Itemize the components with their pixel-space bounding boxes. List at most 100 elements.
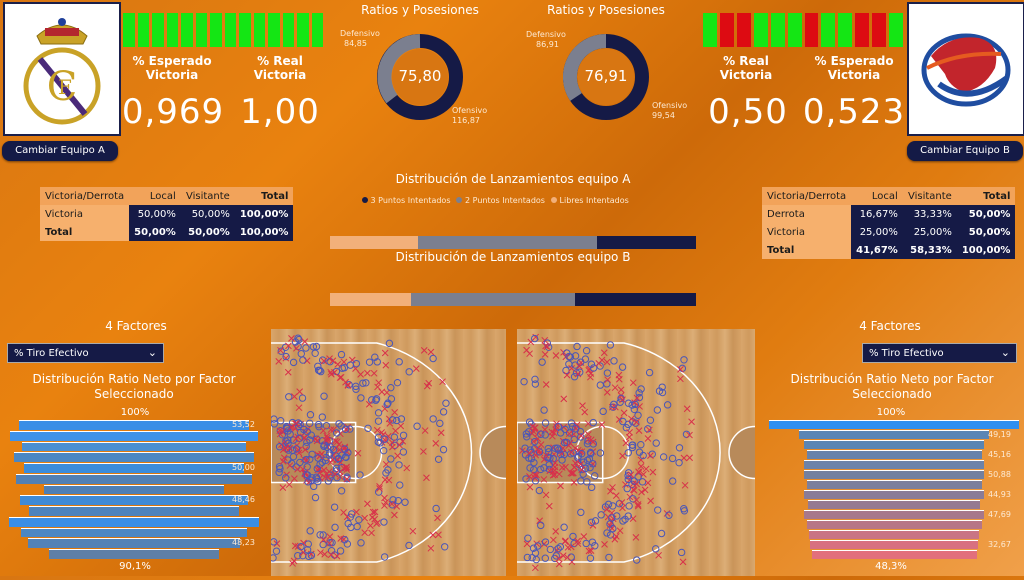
- matrix-row-label: Victoria: [762, 223, 852, 241]
- factor-bar[interactable]: [24, 463, 244, 473]
- shot-marker-missed: [381, 349, 389, 357]
- shot-segment[interactable]: [330, 236, 418, 249]
- shot-marker-made: [573, 342, 581, 351]
- factor-bar[interactable]: [804, 470, 984, 479]
- matrix-b-header[interactable]: Visitante: [902, 187, 957, 205]
- shot-marker-missed: [291, 475, 298, 482]
- shot-marker-made: [570, 372, 579, 381]
- shot-marker-made: [577, 433, 585, 441]
- shots-b-title: Distribución de Lanzamientos equipo B: [395, 250, 631, 264]
- factor-bar[interactable]: [810, 540, 978, 549]
- matrix-b-header-total[interactable]: Total: [956, 187, 1016, 205]
- shot-marker-made: [432, 504, 440, 513]
- shot-marker-made: [525, 418, 534, 426]
- shot-marker-made: [341, 425, 350, 433]
- factors-a-dropdown[interactable]: % Tiro Efectivo ⌄: [7, 343, 164, 363]
- matrix-b-header[interactable]: Local: [851, 187, 903, 205]
- matrix-row[interactable]: Victoria 50,00% 50,00% 100,00%: [40, 205, 294, 223]
- shot-marker-missed: [555, 470, 563, 478]
- factor-bar[interactable]: [16, 473, 252, 484]
- matrix-row[interactable]: Derrota 16,67% 33,33% 50,00%: [762, 205, 1016, 223]
- factor-bar[interactable]: [811, 550, 977, 559]
- factor-bar[interactable]: [21, 527, 247, 538]
- matrix-a-header[interactable]: Local: [129, 187, 181, 205]
- svg-text:F: F: [58, 75, 72, 99]
- shot-marker-missed: [364, 369, 371, 377]
- factor-bar[interactable]: [804, 460, 984, 469]
- shot-segment[interactable]: [410, 293, 576, 306]
- factor-bar[interactable]: [808, 500, 980, 509]
- factor-bar[interactable]: [29, 506, 239, 516]
- shot-marker-missed: [585, 547, 593, 555]
- matrix-a-header-total[interactable]: Total: [234, 187, 294, 205]
- shot-marker-made: [646, 416, 655, 424]
- shot-marker-made: [603, 369, 612, 377]
- shot-marker-made: [579, 458, 588, 466]
- matrix-a-header[interactable]: Victoria/Derrota: [40, 187, 130, 205]
- shot-segment[interactable]: [417, 236, 598, 249]
- matrix-row[interactable]: Victoria 25,00% 25,00% 50,00%: [762, 223, 1016, 241]
- factor-bar[interactable]: [20, 495, 248, 506]
- matrix-cell-local: 50,00%: [129, 205, 181, 223]
- factor-bar[interactable]: [804, 440, 984, 449]
- streak-win-box: [703, 13, 717, 47]
- factor-bar[interactable]: [49, 549, 219, 559]
- shot-marker-missed: [337, 535, 345, 542]
- factor-bar[interactable]: [769, 420, 1019, 429]
- shot-marker-made: [524, 534, 532, 542]
- factors-b-dropdown[interactable]: % Tiro Efectivo ⌄: [862, 343, 1017, 363]
- factor-bar[interactable]: [806, 520, 982, 529]
- shot-marker-made: [282, 422, 291, 431]
- factor-bar[interactable]: [804, 490, 984, 499]
- matrix-row-label: Total: [40, 223, 130, 241]
- factor-bar[interactable]: [10, 430, 258, 441]
- shot-marker-made: [281, 343, 290, 352]
- shot-segment[interactable]: [330, 293, 411, 306]
- shot-marker-missed: [565, 430, 573, 438]
- shot-marker-missed: [611, 384, 619, 392]
- shot-marker-made: [302, 344, 310, 352]
- three-point-line: [271, 342, 473, 563]
- shot-marker-made: [336, 547, 345, 555]
- factor-bar[interactable]: [806, 480, 982, 489]
- shot-segment[interactable]: [575, 293, 696, 306]
- matrix-row[interactable]: Total 41,67% 58,33% 100,00%: [762, 241, 1016, 259]
- change-team-a-button[interactable]: Cambiar Equipo A: [2, 141, 118, 161]
- factor-bar[interactable]: [22, 441, 246, 452]
- legend-2pt[interactable]: 2 Puntos Intentados: [456, 196, 545, 205]
- shot-marker-missed: [336, 446, 343, 454]
- shot-marker-made: [399, 448, 408, 456]
- shot-marker-made: [578, 465, 586, 474]
- shot-marker-made: [299, 356, 307, 364]
- shot-marker-made: [677, 548, 686, 557]
- shot-marker-missed: [570, 479, 578, 486]
- shot-marker-missed: [277, 346, 284, 354]
- shot-marker-made: [637, 385, 645, 393]
- factor-bar[interactable]: [19, 420, 249, 430]
- matrix-a-header[interactable]: Visitante: [180, 187, 235, 205]
- factor-bar[interactable]: [806, 450, 982, 459]
- shot-segment[interactable]: [597, 236, 696, 249]
- legend-free[interactable]: Libres Intentados: [550, 196, 629, 205]
- factor-bar[interactable]: [9, 516, 259, 527]
- matrix-a: Victoria/Derrota Local Visitante Total V…: [40, 187, 294, 241]
- legend-3pt[interactable]: 3 Puntos Intentados: [362, 196, 450, 205]
- factor-bar[interactable]: [28, 538, 240, 549]
- change-team-b-button[interactable]: Cambiar Equipo B: [907, 141, 1023, 161]
- shot-marker-made: [332, 467, 341, 475]
- center-circle: [479, 425, 507, 480]
- shot-marker-missed: [581, 408, 589, 416]
- factor-bar[interactable]: [804, 510, 984, 519]
- factor-bar[interactable]: [14, 452, 254, 463]
- shot-marker-missed: [294, 465, 301, 473]
- factor-bar[interactable]: [809, 530, 979, 539]
- factor-bar[interactable]: [799, 430, 989, 439]
- donut-b-offensive-value: 99,54: [652, 111, 675, 120]
- team-a-expected-label: % Esperado Victoria: [132, 54, 212, 82]
- streak-win-box: [297, 13, 309, 47]
- factor-bar[interactable]: [44, 484, 224, 495]
- matrix-row[interactable]: Total 50,00% 50,00% 100,00%: [40, 223, 294, 241]
- shot-marker-made: [532, 555, 540, 564]
- shot-marker-made: [630, 405, 639, 414]
- matrix-b-header[interactable]: Victoria/Derrota: [762, 187, 852, 205]
